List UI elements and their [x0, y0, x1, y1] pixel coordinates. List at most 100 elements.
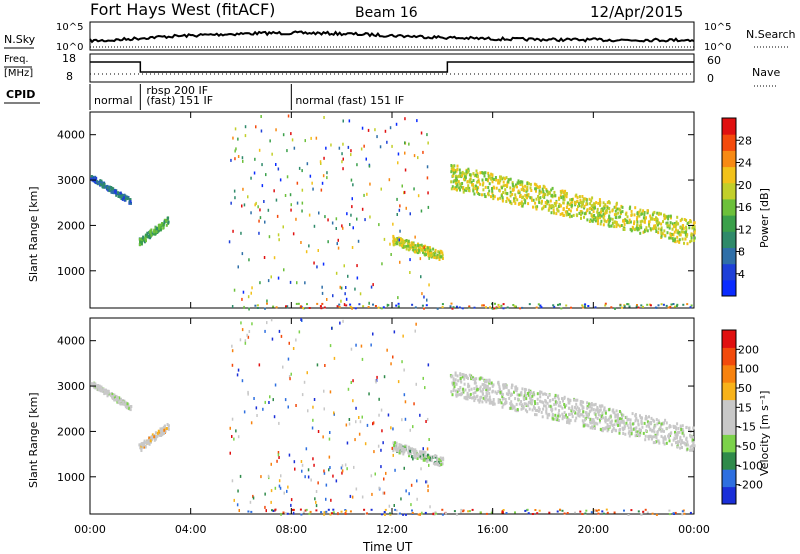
range-time-cell [551, 186, 554, 190]
range-time-cell [549, 399, 552, 402]
range-time-cell [623, 228, 626, 231]
range-time-cell [426, 248, 429, 252]
range-time-cell [543, 392, 546, 396]
range-time-cell [93, 382, 96, 386]
range-time-cell [576, 405, 579, 409]
range-time-cell [409, 271, 411, 274]
range-time-cell [111, 186, 114, 190]
range-time-cell [540, 306, 543, 309]
range-time-cell [315, 490, 318, 493]
range-time-cell [409, 258, 411, 262]
range-time-cell [450, 164, 453, 167]
range-time-cell [621, 210, 624, 214]
range-time-cell [621, 306, 623, 309]
range-time-cell [348, 422, 351, 426]
range-time-cell [597, 201, 600, 205]
range-time-cell [646, 511, 649, 514]
range-time-cell [630, 209, 633, 213]
range-time-cell [453, 168, 455, 172]
colorbar-swatch [722, 279, 736, 297]
range-time-cell [231, 417, 234, 421]
range-time-cell [467, 510, 470, 513]
range-time-cell [106, 392, 109, 396]
range-time-cell [608, 214, 611, 218]
range-time-cell [302, 307, 305, 310]
range-time-cell [315, 509, 318, 512]
range-time-cell [592, 210, 595, 214]
range-time-cell [411, 509, 413, 512]
range-time-cell [473, 395, 476, 399]
range-time-cell [279, 486, 282, 490]
range-time-cell [657, 231, 660, 235]
range-time-cell [299, 508, 302, 511]
range-time-cell [501, 395, 504, 398]
range-time-cell [229, 451, 231, 455]
range-time-cell [536, 397, 539, 401]
range-time-cell [231, 363, 234, 367]
range-time-cell [519, 195, 521, 198]
range-time-cell [337, 246, 340, 250]
range-time-cell [561, 406, 564, 410]
range-time-cell [500, 304, 503, 307]
colorbar-tick-label: 50 [738, 382, 752, 395]
range-time-cell [594, 216, 597, 220]
range-time-cell [341, 464, 344, 468]
range-time-cell [604, 211, 607, 215]
range-time-cell [462, 373, 465, 377]
range-time-cell [644, 434, 647, 438]
range-time-cell [300, 460, 303, 463]
range-time-cell [287, 485, 289, 489]
range-time-cell [290, 132, 292, 136]
range-time-cell [276, 459, 278, 463]
nsky-series-line [89, 30, 695, 44]
range-time-cell [604, 304, 607, 307]
range-time-cell [508, 396, 511, 400]
range-time-cell [514, 397, 517, 401]
range-time-cell [498, 387, 501, 391]
range-time-cell [649, 214, 652, 218]
range-time-cell [548, 511, 551, 514]
range-time-cell [363, 508, 366, 511]
range-time-cell [501, 177, 504, 181]
range-time-cell [428, 250, 431, 254]
range-time-cell [290, 208, 292, 212]
range-time-cell [594, 421, 597, 425]
range-time-cell [349, 223, 351, 226]
range-time-cell [273, 415, 276, 419]
range-time-cell [467, 167, 470, 171]
range-time-cell [663, 437, 666, 441]
range-time-cell [307, 475, 310, 479]
range-time-cell [107, 188, 110, 192]
range-time-cell [593, 214, 596, 217]
range-time-cell [457, 180, 460, 184]
range-time-cell [519, 183, 522, 186]
range-time-cell [617, 223, 620, 227]
range-time-cell [359, 292, 362, 296]
range-time-cell [485, 390, 488, 393]
range-time-cell [427, 191, 429, 195]
range-time-cell [586, 405, 589, 409]
range-time-cell [676, 440, 679, 444]
range-time-cell [271, 509, 273, 512]
range-time-cell [393, 330, 396, 334]
range-time-cell [467, 169, 470, 173]
range-time-cell [382, 441, 384, 445]
range-time-cell [280, 334, 283, 338]
range-time-cell [126, 402, 129, 406]
range-time-cell [350, 347, 353, 351]
range-time-cell [544, 404, 547, 408]
range-time-cell [520, 403, 523, 407]
range-time-cell [350, 178, 353, 182]
range-time-cell [397, 161, 399, 165]
range-time-cell [524, 184, 527, 188]
range-time-cell [538, 189, 541, 193]
range-time-cell [540, 201, 543, 205]
range-time-cell [153, 435, 156, 439]
range-time-cell [557, 303, 559, 306]
range-time-cell [566, 512, 569, 514]
range-time-cell [513, 305, 516, 308]
range-time-cell [404, 151, 406, 155]
range-time-cell [451, 393, 454, 397]
range-time-cell [535, 189, 537, 193]
range-time-cell [565, 403, 568, 407]
